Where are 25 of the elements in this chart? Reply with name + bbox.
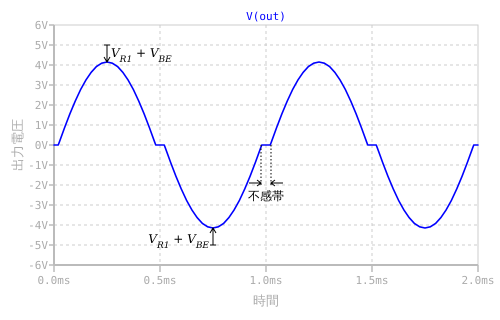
x-tick-label: 2.0ms [461, 274, 495, 287]
annotation: V$_{R1}$ + V$_{BE}$ [148, 232, 210, 251]
y-tick-label: -4V [28, 219, 48, 232]
y-tick-label: 6V [34, 19, 48, 32]
annotation: 不感帯 [248, 189, 284, 203]
y-tick-label: 2V [34, 99, 48, 112]
y-tick-label: 4V [34, 59, 48, 72]
x-tick-label: 0.5ms [143, 274, 177, 287]
annotation: V$_{R1}$ + V$_{BE}$ [111, 46, 172, 65]
y-tick-label: -6V [28, 259, 48, 272]
y-tick-label: 0V [34, 139, 48, 152]
y-tick-label: 3V [34, 79, 48, 92]
y-tick-label: -3V [28, 199, 48, 212]
x-axis-title: 時間 [253, 294, 279, 309]
y-tick-label: -2V [28, 179, 48, 192]
chart-title: V(out) [246, 10, 286, 23]
y-tick-label: 5V [34, 39, 48, 52]
x-tick-label: 1.5ms [355, 274, 389, 287]
y-tick-label: 1V [34, 119, 48, 132]
y-tick-label: -5V [28, 239, 48, 252]
y-axis-title: 出力電圧 [11, 119, 26, 171]
x-tick-label: 1.0ms [249, 274, 283, 287]
x-tick-label: 0.0ms [37, 274, 71, 287]
y-tick-label: -1V [28, 159, 48, 172]
line-series [53, 61, 479, 229]
